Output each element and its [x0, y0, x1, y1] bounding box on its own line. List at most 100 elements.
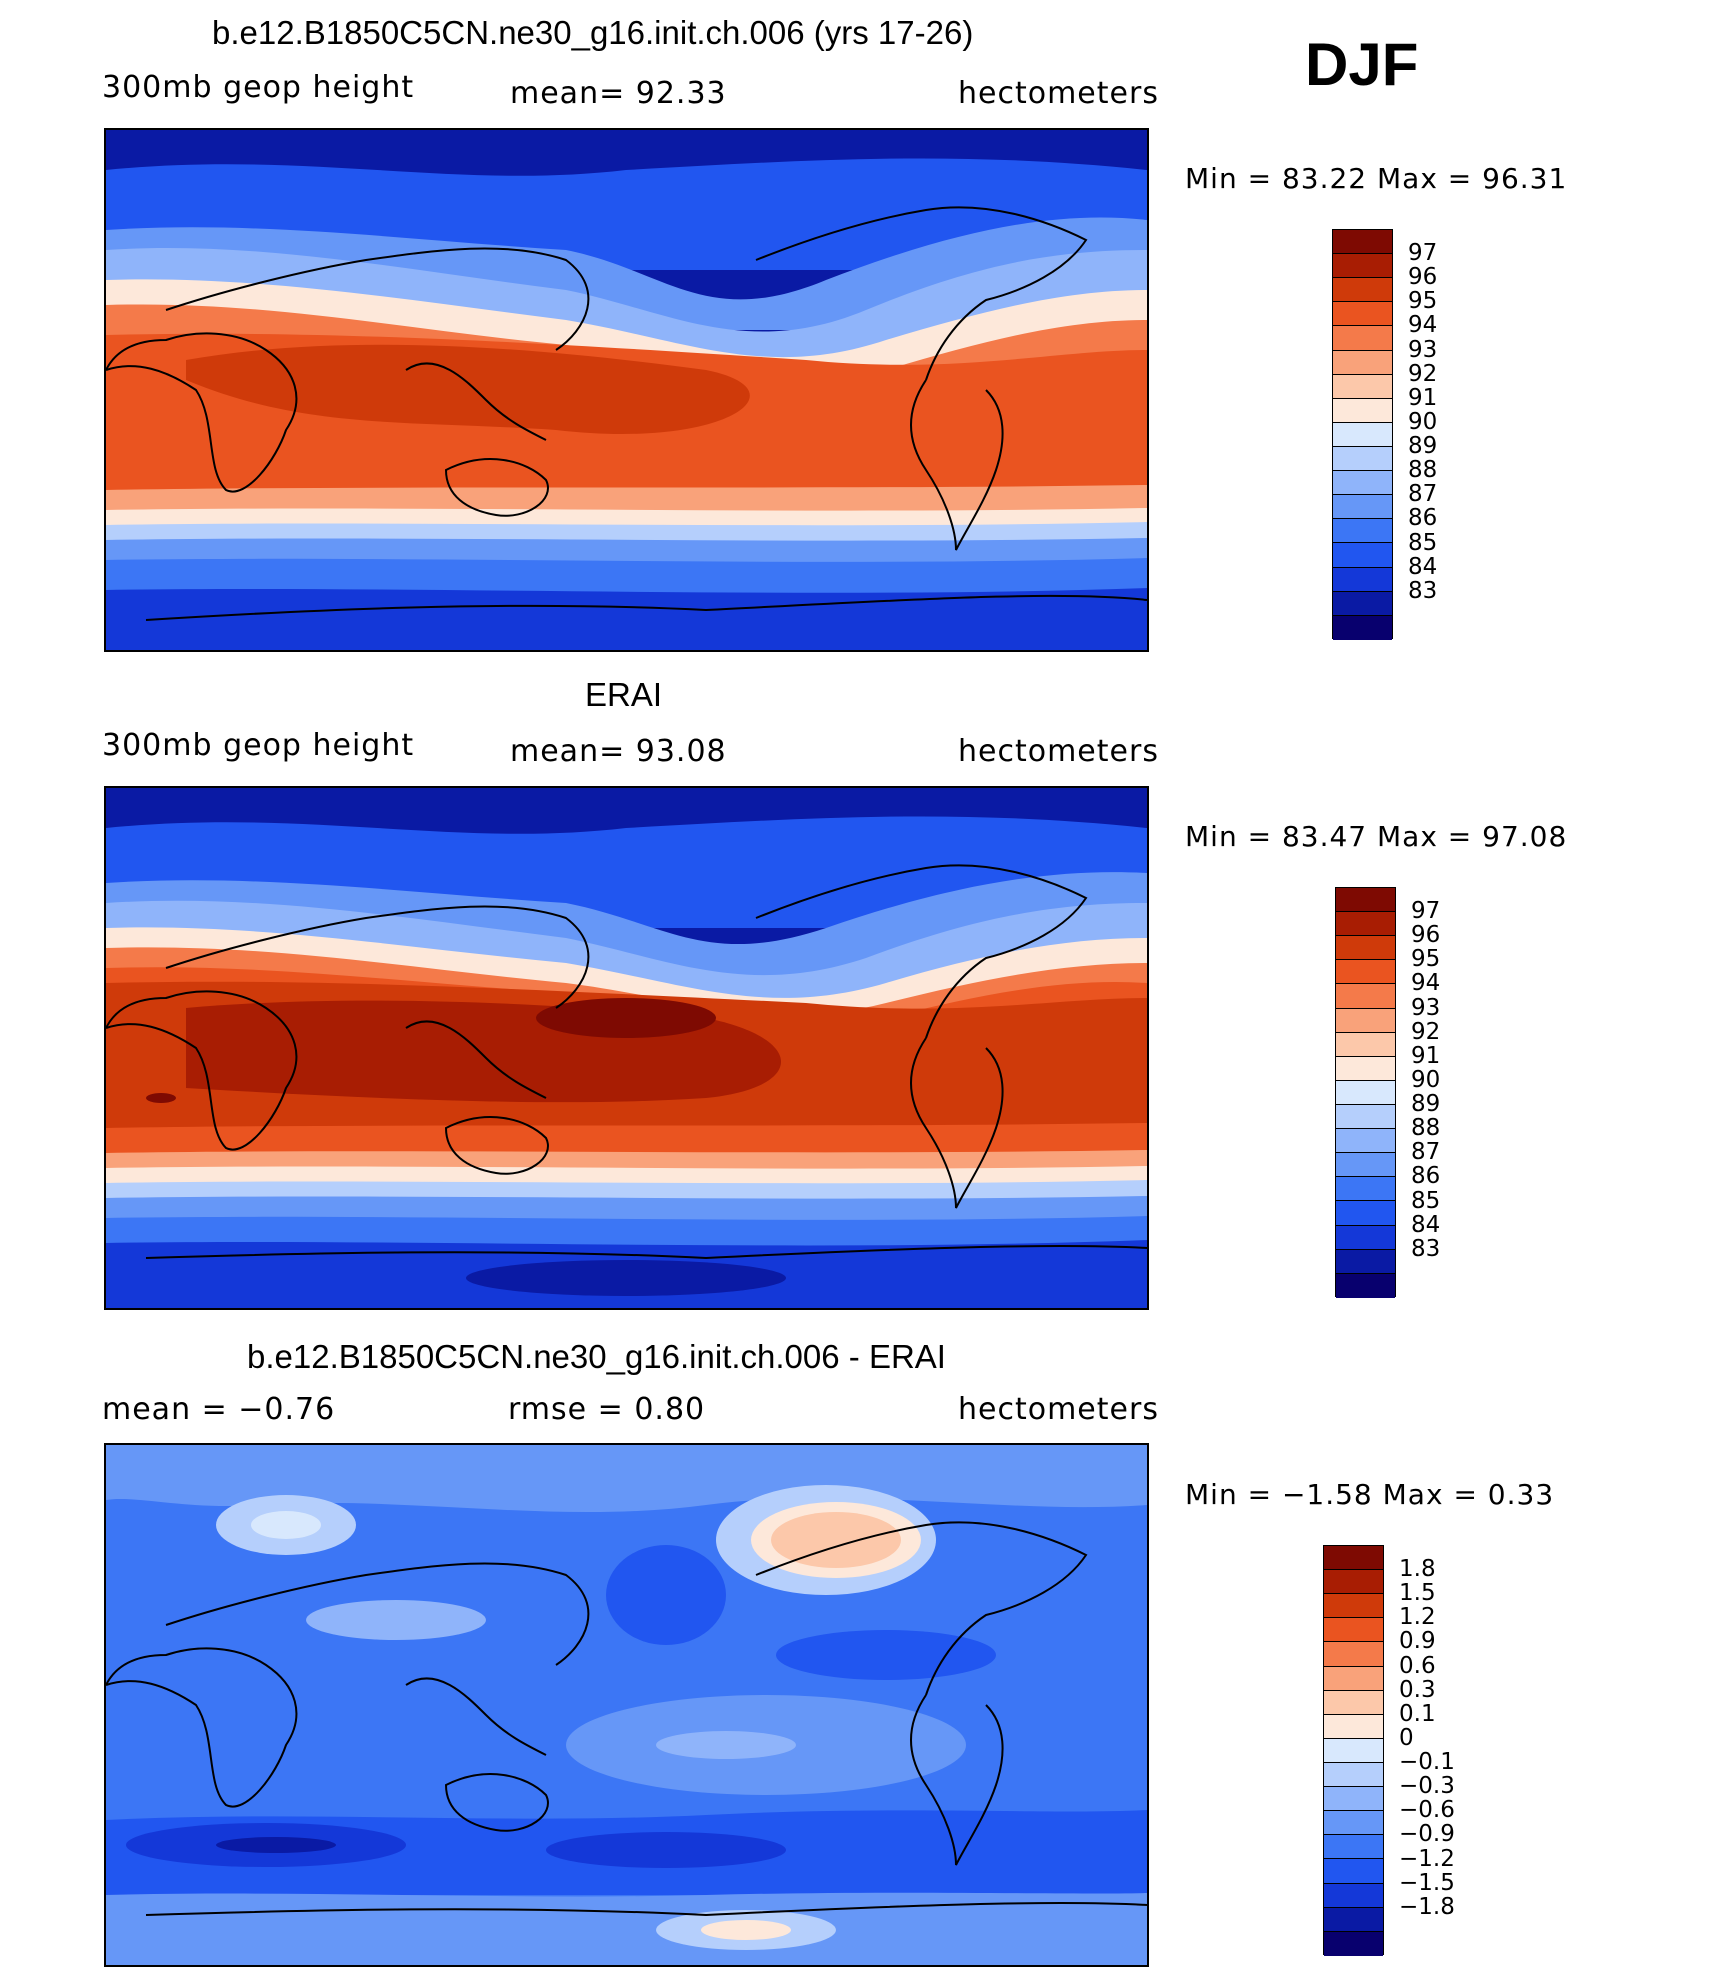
colorbar-tick-label: 87	[1408, 481, 1438, 508]
colorbar-tick-label: 91	[1408, 384, 1438, 411]
field-south-indian-min	[216, 1837, 336, 1853]
colorbar-swatch	[1336, 960, 1395, 985]
colorbar-tick-label: 93	[1408, 336, 1438, 363]
colorbar-swatch	[1333, 471, 1392, 496]
panel1-map	[104, 128, 1149, 652]
field-tropics-pale	[656, 1731, 796, 1759]
field-antarctic-neutral	[701, 1920, 791, 1940]
panel3-map	[104, 1443, 1149, 1967]
minimum-cell-antarctic	[466, 1260, 786, 1296]
colorbar-swatch	[1336, 1153, 1395, 1178]
colorbar-tick-label: 97	[1411, 898, 1441, 925]
panel2-contour-field	[106, 788, 1147, 1308]
field-pacific-dark	[606, 1545, 726, 1645]
colorbar-swatch	[1324, 1787, 1383, 1812]
colorbar-swatch	[1336, 1080, 1395, 1105]
colorbar-tick-label: 88	[1408, 457, 1438, 484]
colorbar-tick-label: 97	[1408, 240, 1438, 267]
colorbar-swatch	[1336, 1008, 1395, 1033]
colorbar-swatch	[1324, 1690, 1383, 1715]
colorbar-swatch	[1324, 1642, 1383, 1667]
panel2-units-label: hectometers	[958, 734, 1159, 769]
field-canada-warm	[771, 1512, 901, 1568]
panel1-mean-label: mean= 92.33	[510, 76, 727, 111]
colorbar-tick-label: 93	[1411, 994, 1441, 1021]
colorbar-swatch	[1333, 422, 1392, 447]
colorbar-swatch	[1324, 1714, 1383, 1739]
field-europe-palest	[251, 1511, 321, 1539]
colorbar-tick-label: 0.9	[1399, 1628, 1436, 1655]
panel2-title: ERAI	[585, 676, 663, 713]
colorbar-swatch	[1336, 936, 1395, 961]
colorbar-tick-label: 85	[1408, 529, 1438, 556]
colorbar-swatch	[1333, 230, 1392, 255]
colorbar-tick-label: 1.2	[1399, 1604, 1436, 1631]
colorbar-tick-label: 1.5	[1399, 1580, 1436, 1607]
maximum-cell-africa	[146, 1093, 176, 1103]
colorbar-swatch	[1336, 984, 1395, 1009]
colorbar-swatch	[1333, 446, 1392, 472]
colorbar-swatch	[1333, 519, 1392, 544]
panel1-title: b.e12.B1850C5CN.ne30_g16.init.ch.006 (yr…	[212, 14, 974, 51]
panel3-contour-field	[106, 1445, 1147, 1965]
coastlines	[106, 864, 1147, 1260]
colorbar-swatch	[1324, 1570, 1383, 1595]
colorbar-tick-label: 83	[1411, 1235, 1441, 1262]
colorbar-swatch	[1324, 1762, 1383, 1788]
band-south-pole	[106, 588, 1147, 650]
colorbar-tick-label: −0.3	[1399, 1773, 1455, 1800]
colorbar-tick-label: −0.1	[1399, 1749, 1455, 1776]
colorbar-tick-label: 90	[1411, 1066, 1441, 1093]
field-south-pacific-darker	[546, 1832, 786, 1868]
season-label: DJF	[1305, 31, 1419, 98]
colorbar-swatch	[1336, 1104, 1395, 1130]
colorbar-tick-label: 1.8	[1399, 1556, 1436, 1583]
colorbar-swatch	[1324, 1811, 1383, 1836]
panel1-contour-field	[106, 130, 1147, 650]
colorbar-swatch	[1333, 302, 1392, 327]
field-atlantic-dark	[776, 1630, 996, 1680]
colorbar-tick-label: 0	[1399, 1724, 1414, 1751]
colorbar-tick-label: −0.6	[1399, 1797, 1455, 1824]
colorbar-swatch	[1333, 495, 1392, 520]
colorbar-tick-label: 88	[1411, 1115, 1441, 1142]
colorbar-swatch	[1333, 374, 1392, 399]
colorbar-tick-label: 89	[1411, 1091, 1441, 1118]
colorbar-tick-label: −1.5	[1399, 1869, 1455, 1896]
colorbar-swatch	[1324, 1666, 1383, 1691]
colorbar-swatch	[1336, 1177, 1395, 1202]
colorbar-tick-label: 96	[1408, 264, 1438, 291]
colorbar-swatch	[1324, 1883, 1383, 1908]
colorbar-tick-label: 95	[1408, 288, 1438, 315]
colorbar-swatch	[1336, 1225, 1395, 1250]
colorbar-swatch	[1333, 326, 1392, 351]
colorbar-tick-label: −0.9	[1399, 1821, 1455, 1848]
panel3-units-label: hectometers	[958, 1392, 1159, 1427]
colorbar-swatch	[1324, 1859, 1383, 1884]
colorbar-swatch	[1333, 398, 1392, 423]
colorbar-tick-label: 86	[1408, 505, 1438, 532]
colorbar-tick-label: 84	[1411, 1211, 1441, 1238]
colorbar-swatch	[1324, 1907, 1383, 1932]
colorbar-swatch	[1336, 1032, 1395, 1057]
colorbar-tick-label: 0.1	[1399, 1700, 1436, 1727]
colorbar-swatch	[1324, 1931, 1383, 1956]
panel1-colorbar-labels: 97 96 95 94 93 92 91 90 89 88 87 86 85 84 83	[1408, 229, 1488, 639]
colorbar-swatch	[1333, 254, 1392, 279]
field-asia-light	[306, 1600, 486, 1640]
colorbar-tick-label: 91	[1411, 1042, 1441, 1069]
panel3-colorbar-labels: 1.8 1.5 1.2 0.9 0.6 0.3 0.1 0 −0.1 −0.3 −0.6 −0.9 −1…	[1399, 1545, 1489, 1955]
colorbar-tick-label: 94	[1408, 312, 1438, 339]
panel3-colorbar	[1323, 1545, 1384, 1956]
coastlines	[106, 206, 1147, 621]
colorbar-tick-label: 83	[1408, 577, 1438, 604]
colorbar-swatch	[1324, 1618, 1383, 1643]
colorbar-swatch	[1333, 350, 1392, 375]
colorbar-swatch	[1324, 1835, 1383, 1860]
colorbar-tick-label: −1.8	[1399, 1893, 1455, 1920]
panel2-map	[104, 786, 1149, 1310]
panel2-colorbar-labels: 97 96 95 94 93 92 91 90 89 88 87 86 85 84 83	[1411, 887, 1491, 1297]
colorbar-swatch	[1333, 543, 1392, 568]
panel3-minmax: Min = −1.58 Max = 0.33	[1185, 1478, 1555, 1511]
panel1-variable-label: 300mb geop height	[102, 70, 415, 105]
